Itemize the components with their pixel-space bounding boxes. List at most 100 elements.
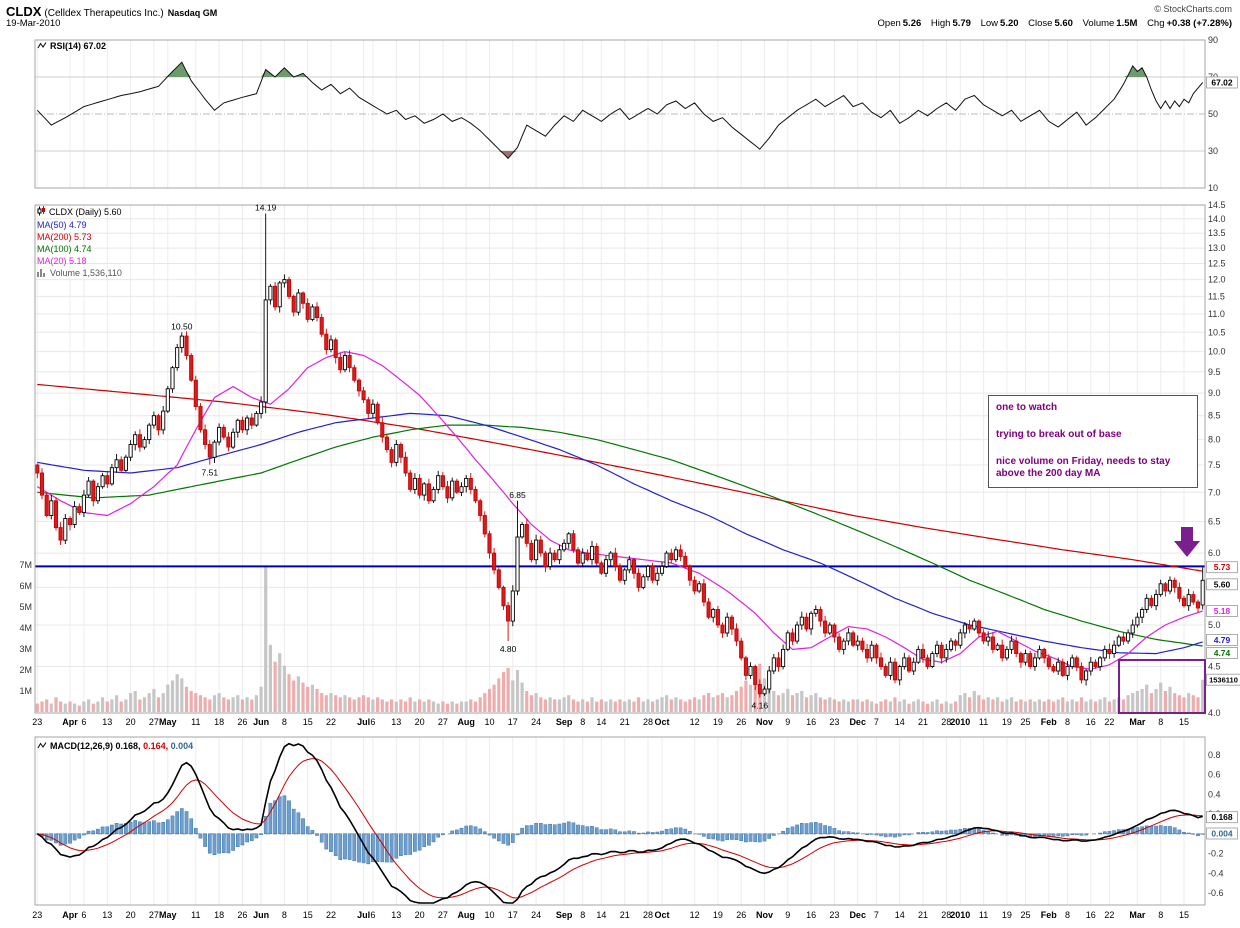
macd-signal-line xyxy=(37,758,1203,899)
svg-text:18: 18 xyxy=(214,910,224,920)
high-value: 5.79 xyxy=(952,18,971,29)
ma20-line xyxy=(37,350,1203,670)
volume-layer xyxy=(35,567,1205,712)
svg-text:0.168: 0.168 xyxy=(1211,812,1233,822)
svg-text:Sep: Sep xyxy=(556,910,573,920)
chg-value: +0.38 (+7.28%) xyxy=(1166,18,1233,29)
svg-text:13.5: 13.5 xyxy=(1208,228,1226,238)
svg-text:17: 17 xyxy=(508,910,518,920)
svg-text:24: 24 xyxy=(531,717,541,727)
svg-text:6: 6 xyxy=(370,717,375,727)
macd-legend-signal: 0.164, xyxy=(143,741,169,751)
svg-text:23: 23 xyxy=(829,717,839,727)
svg-text:27: 27 xyxy=(438,717,448,727)
quote-summary: Open 5.26 High 5.79 Low 5.20 Close 5.60 Volu… xyxy=(871,18,1232,29)
svg-text:21: 21 xyxy=(620,910,630,920)
moving-averages xyxy=(37,350,1203,670)
rsi-indicator-icon xyxy=(37,41,47,53)
svg-text:Oct: Oct xyxy=(654,910,669,920)
svg-text:25: 25 xyxy=(1020,910,1030,920)
high-label: High xyxy=(930,18,951,29)
svg-text:9: 9 xyxy=(785,717,790,727)
svg-text:Mar: Mar xyxy=(1129,910,1146,920)
svg-text:19: 19 xyxy=(1002,910,1012,920)
svg-text:17: 17 xyxy=(508,717,518,727)
svg-text:7: 7 xyxy=(874,717,879,727)
svg-text:25: 25 xyxy=(1020,717,1030,727)
svg-text:15: 15 xyxy=(303,910,313,920)
svg-text:-0.6: -0.6 xyxy=(1208,888,1224,898)
svg-text:20: 20 xyxy=(126,910,136,920)
svg-text:Feb: Feb xyxy=(1041,910,1058,920)
legend-ma20: MA(20) 5.18 xyxy=(37,256,87,266)
company-name: (Celldex Therapeutics Inc.) xyxy=(44,8,164,19)
svg-text:13: 13 xyxy=(391,717,401,727)
ma100-line xyxy=(37,424,1203,647)
svg-text:Apr: Apr xyxy=(62,717,78,727)
svg-text:14.0: 14.0 xyxy=(1208,214,1226,224)
svg-text:4.16: 4.16 xyxy=(752,701,769,711)
svg-text:7.51: 7.51 xyxy=(202,468,219,478)
svg-text:Jul: Jul xyxy=(357,717,370,727)
svg-text:4.5: 4.5 xyxy=(1208,662,1221,672)
svg-text:6.5: 6.5 xyxy=(1208,517,1221,527)
chg-label: Chg xyxy=(1147,18,1165,29)
axis-labels: 907050301014.514.013.513.012.512.011.511… xyxy=(19,35,1225,920)
svg-text:4.80: 4.80 xyxy=(500,644,517,654)
svg-text:9: 9 xyxy=(785,910,790,920)
svg-text:Jul: Jul xyxy=(357,910,370,920)
svg-text:8: 8 xyxy=(580,717,585,727)
svg-text:26: 26 xyxy=(736,910,746,920)
macd-line xyxy=(36,742,1203,904)
axis-badges: 67.02 5.73 5.60 5.18 4.79 4.74 1536110 0.168 0.0… xyxy=(1206,76,1240,840)
svg-text:14: 14 xyxy=(596,717,606,727)
svg-text:19: 19 xyxy=(713,717,723,727)
svg-text:3M: 3M xyxy=(19,644,32,654)
svg-text:13.0: 13.0 xyxy=(1208,243,1226,253)
svg-text:21: 21 xyxy=(620,717,630,727)
svg-text:5M: 5M xyxy=(19,602,32,612)
svg-text:67.02: 67.02 xyxy=(1211,78,1233,88)
price-legend: CLDX (Daily) 5.60 MA(50) 4.79 MA(200) 5.… xyxy=(37,206,122,280)
svg-text:8: 8 xyxy=(580,910,585,920)
svg-text:12: 12 xyxy=(690,717,700,727)
svg-text:28: 28 xyxy=(643,910,653,920)
svg-text:Nov: Nov xyxy=(756,717,773,727)
svg-text:0.004: 0.004 xyxy=(1211,829,1233,839)
annotation-note: one to watch trying to break out of base… xyxy=(988,395,1198,488)
svg-text:23: 23 xyxy=(32,910,42,920)
volume-label: Volume xyxy=(1082,18,1115,29)
svg-text:8: 8 xyxy=(282,910,287,920)
svg-text:30: 30 xyxy=(1208,146,1218,156)
annotation-line: trying to break out of base xyxy=(996,429,1122,440)
svg-text:8: 8 xyxy=(1158,717,1163,727)
svg-text:15: 15 xyxy=(1179,717,1189,727)
svg-text:7.0: 7.0 xyxy=(1208,487,1221,497)
svg-text:27: 27 xyxy=(438,910,448,920)
svg-text:Dec: Dec xyxy=(849,910,866,920)
svg-text:0.4: 0.4 xyxy=(1208,789,1221,799)
price-annotations: 14.19 10.50 7.51 6.85 4.80 4.16 xyxy=(171,203,768,711)
svg-text:6M: 6M xyxy=(19,581,32,591)
svg-text:0.6: 0.6 xyxy=(1208,770,1221,780)
svg-text:0.8: 0.8 xyxy=(1208,750,1221,760)
macd-legend-main: MACD(12,26,9) 0.168, xyxy=(50,741,141,751)
svg-text:9.0: 9.0 xyxy=(1208,388,1221,398)
svg-text:8: 8 xyxy=(1158,910,1163,920)
svg-text:6.85: 6.85 xyxy=(509,490,526,500)
svg-text:16: 16 xyxy=(1086,910,1096,920)
svg-text:50: 50 xyxy=(1208,109,1218,119)
svg-text:22: 22 xyxy=(326,717,336,727)
svg-text:8: 8 xyxy=(1065,910,1070,920)
svg-text:1M: 1M xyxy=(19,686,32,696)
svg-text:13: 13 xyxy=(102,717,112,727)
svg-text:4.79: 4.79 xyxy=(1214,635,1231,645)
close-label: Close xyxy=(1028,18,1053,29)
svg-text:5.0: 5.0 xyxy=(1208,620,1221,630)
chart-date: 19-Mar-2010 xyxy=(6,18,61,29)
svg-text:5.60: 5.60 xyxy=(1214,579,1231,589)
macd-plot xyxy=(36,742,1205,904)
legend-volume: Volume 1,536,110 xyxy=(37,267,122,280)
annotation-line: one to watch xyxy=(996,402,1058,413)
